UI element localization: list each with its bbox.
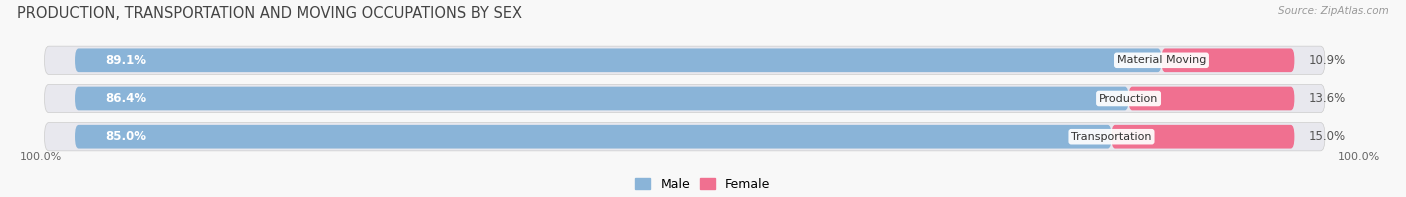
FancyBboxPatch shape bbox=[45, 123, 1324, 151]
Text: Transportation: Transportation bbox=[1071, 132, 1152, 142]
Text: PRODUCTION, TRANSPORTATION AND MOVING OCCUPATIONS BY SEX: PRODUCTION, TRANSPORTATION AND MOVING OC… bbox=[17, 6, 522, 21]
FancyBboxPatch shape bbox=[75, 48, 1161, 72]
Text: 100.0%: 100.0% bbox=[20, 151, 62, 162]
FancyBboxPatch shape bbox=[45, 46, 1324, 74]
Text: 85.0%: 85.0% bbox=[105, 130, 146, 143]
FancyBboxPatch shape bbox=[75, 125, 1112, 149]
Text: Source: ZipAtlas.com: Source: ZipAtlas.com bbox=[1278, 6, 1389, 16]
Text: 15.0%: 15.0% bbox=[1309, 130, 1346, 143]
FancyBboxPatch shape bbox=[1129, 87, 1295, 110]
Text: Production: Production bbox=[1099, 94, 1159, 103]
Text: 86.4%: 86.4% bbox=[105, 92, 146, 105]
Text: 10.9%: 10.9% bbox=[1309, 54, 1347, 67]
Text: 13.6%: 13.6% bbox=[1309, 92, 1347, 105]
FancyBboxPatch shape bbox=[45, 84, 1324, 113]
Text: 89.1%: 89.1% bbox=[105, 54, 146, 67]
Text: Material Moving: Material Moving bbox=[1116, 55, 1206, 65]
Text: 100.0%: 100.0% bbox=[1337, 151, 1379, 162]
FancyBboxPatch shape bbox=[75, 87, 1129, 110]
FancyBboxPatch shape bbox=[1112, 125, 1295, 149]
Legend: Male, Female: Male, Female bbox=[630, 173, 776, 196]
FancyBboxPatch shape bbox=[1161, 48, 1295, 72]
